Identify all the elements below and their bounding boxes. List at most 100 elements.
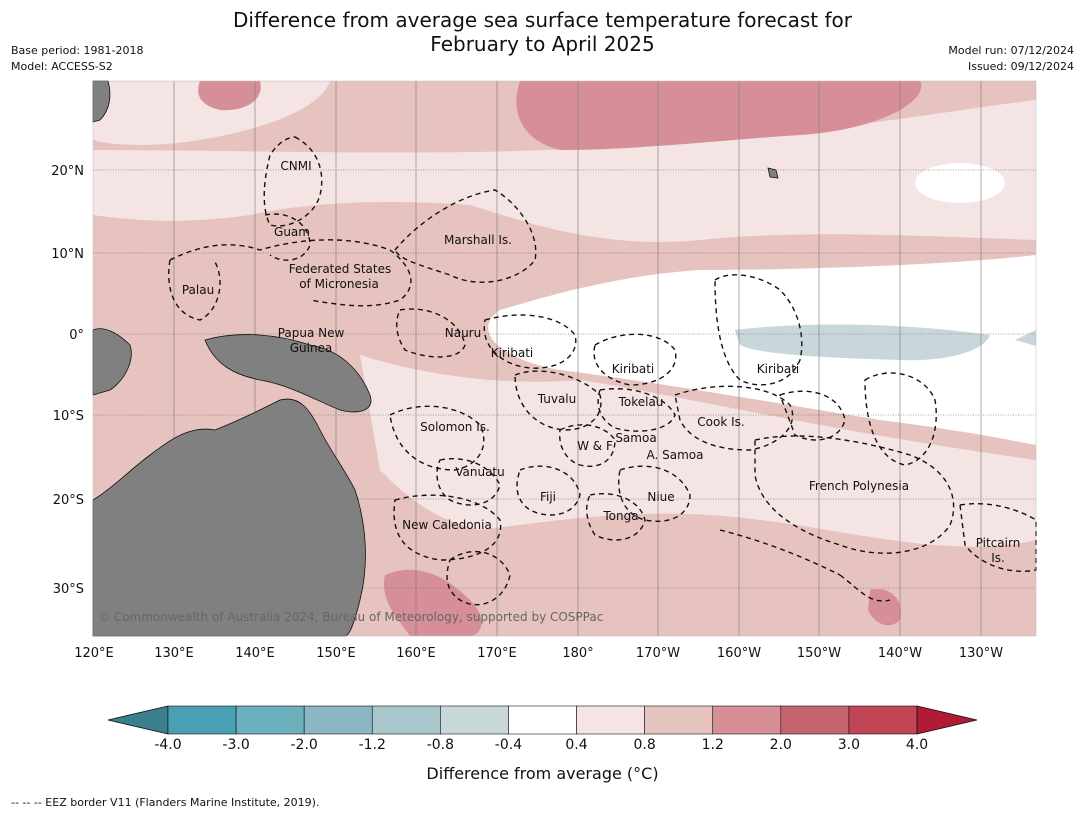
label-pitcairn-line2: Is. bbox=[991, 551, 1005, 565]
colorbar-tick-label: 0.8 bbox=[633, 737, 656, 753]
colorbar-tick-label: -2.0 bbox=[290, 737, 318, 753]
model-run: Model run: 07/12/2024 bbox=[948, 44, 1074, 57]
philippines-land bbox=[92, 80, 111, 123]
colorbar-tick-label: -1.2 bbox=[358, 737, 386, 753]
label-cnmi: CNMI bbox=[280, 159, 311, 173]
colorbar-tick-label: 1.2 bbox=[701, 737, 724, 753]
lat-tick-0: 0° bbox=[69, 328, 84, 343]
label-png-line1: Papua New bbox=[278, 326, 345, 340]
copyright-notice: © Commonwealth of Australia 2024, Bureau… bbox=[98, 610, 603, 624]
colorbar-segment bbox=[303, 705, 373, 735]
colorbar bbox=[107, 705, 978, 735]
lon-tick-120e: 120°E bbox=[74, 646, 114, 661]
label-tuvalu: Tuvalu bbox=[537, 392, 577, 406]
lat-ticks: 20°N 10°N 0° 10°S 20°S 30°S bbox=[51, 164, 84, 597]
label-nauru: Nauru bbox=[445, 326, 481, 340]
lon-tick-170e: 170°E bbox=[477, 646, 517, 661]
model-name: Model: ACCESS-S2 bbox=[11, 60, 113, 73]
label-fsm-line2: of Micronesia bbox=[299, 277, 379, 291]
lat-gridlines bbox=[93, 169, 1036, 589]
colorbar-segment bbox=[508, 705, 577, 735]
anomaly-warm-north bbox=[516, 81, 922, 150]
label-pitcairn-line1: Pitcairn bbox=[976, 536, 1021, 550]
label-french-polynesia: French Polynesia bbox=[809, 479, 909, 493]
colorbar-segment bbox=[848, 705, 918, 735]
lon-tick-160w: 160°W bbox=[717, 646, 761, 661]
lat-tick-20s: 20°S bbox=[53, 493, 84, 508]
colorbar-tick-label: 3.0 bbox=[837, 737, 861, 753]
lon-tick-150w: 150°W bbox=[797, 646, 841, 661]
colorbar-label: Difference from average (°C) bbox=[426, 764, 659, 783]
label-american-samoa: A. Samoa bbox=[647, 448, 704, 462]
lon-tick-140e: 140°E bbox=[235, 646, 275, 661]
lat-tick-30s: 30°S bbox=[53, 582, 84, 597]
borneo-sulawesi-land bbox=[92, 328, 132, 396]
colorbar-segment bbox=[576, 705, 645, 735]
title-line-1: Difference from average sea surface temp… bbox=[232, 8, 852, 32]
label-marshall: Marshall Is. bbox=[444, 233, 512, 247]
anomaly-light-nw bbox=[93, 81, 330, 145]
colorbar-segment bbox=[780, 705, 850, 735]
anomaly-cool-patch bbox=[735, 324, 990, 361]
colorbar-segment bbox=[167, 705, 237, 735]
lon-tick-130w: 130°W bbox=[959, 646, 1003, 661]
colorbar-tick-label: 2.0 bbox=[769, 737, 792, 753]
new-guinea-land bbox=[204, 334, 372, 413]
label-tonga: Tonga bbox=[602, 509, 638, 523]
lon-tick-160e: 160°E bbox=[396, 646, 436, 661]
label-kiribati-west: Kiribati bbox=[491, 346, 533, 360]
colorbar-segment bbox=[235, 705, 305, 735]
base-period: Base period: 1981-2018 bbox=[11, 44, 144, 57]
colorbar-tick-label: -0.4 bbox=[494, 737, 523, 753]
anomaly-warm-nw bbox=[198, 81, 261, 111]
label-png-line2: Guinea bbox=[290, 341, 333, 355]
lon-tick-130e: 130°E bbox=[154, 646, 194, 661]
meta-left: Base period: 1981-2018 Model: ACCESS-S2 bbox=[11, 43, 143, 75]
label-solomon: Solomon Is. bbox=[420, 420, 490, 434]
anomaly-light-north bbox=[93, 100, 1036, 242]
label-cook: Cook Is. bbox=[697, 415, 744, 429]
colorbar-extend-low bbox=[107, 705, 169, 735]
colorbar-segment bbox=[712, 705, 782, 735]
lon-tick-180: 180° bbox=[562, 646, 593, 661]
label-fiji: Fiji bbox=[540, 490, 556, 504]
eez-footer-note: -- -- -- EEZ border V11 (Flanders Marine… bbox=[11, 796, 320, 809]
anomaly-neutral-ne bbox=[915, 163, 1005, 203]
colorbar-tick-label: -4.0 bbox=[154, 737, 182, 753]
title-line-2: February to April 2025 bbox=[430, 32, 655, 56]
label-samoa: Samoa bbox=[615, 431, 656, 445]
label-new-caledonia: New Caledonia bbox=[402, 518, 492, 532]
lon-tick-170w: 170°W bbox=[636, 646, 680, 661]
label-guam: Guam bbox=[274, 225, 310, 239]
label-wallis-futuna: W & F bbox=[577, 439, 613, 453]
label-kiribati-east: Kiribati bbox=[757, 362, 799, 376]
colorbar-segment bbox=[371, 705, 441, 735]
lon-tick-140w: 140°W bbox=[878, 646, 922, 661]
australia-land bbox=[92, 398, 366, 637]
country-labels: CNMI Guam Marshall Is. Federated States … bbox=[182, 159, 1020, 565]
colorbar-segment bbox=[644, 705, 714, 735]
label-kiribati-central: Kiribati bbox=[612, 362, 654, 376]
colorbar-segment bbox=[440, 705, 509, 735]
label-tokelau: Tokelau bbox=[618, 395, 664, 409]
hawaii-land bbox=[767, 167, 779, 179]
label-niue: Niue bbox=[647, 490, 674, 504]
lat-tick-10s: 10°S bbox=[53, 409, 84, 424]
colorbar-tick-label: 0.4 bbox=[565, 737, 588, 753]
label-palau: Palau bbox=[182, 283, 214, 297]
colorbar-tick-label: -0.8 bbox=[426, 737, 455, 753]
label-fsm-line1: Federated States bbox=[289, 262, 391, 276]
colorbar-extend-high bbox=[916, 705, 978, 735]
lat-tick-10n: 10°N bbox=[51, 247, 84, 262]
map-title: Difference from average sea surface temp… bbox=[0, 8, 1085, 56]
colorbar-tick-label: -3.0 bbox=[222, 737, 250, 753]
map-frame bbox=[92, 80, 1037, 637]
lon-tick-150e: 150°E bbox=[316, 646, 356, 661]
lat-tick-20n: 20°N bbox=[51, 164, 84, 179]
anomaly-warm-se bbox=[868, 589, 901, 626]
eez-borders bbox=[168, 136, 1037, 606]
colorbar-tick-label: 4.0 bbox=[905, 737, 929, 753]
anomaly-warm-south bbox=[384, 569, 482, 636]
issued-date: Issued: 09/12/2024 bbox=[967, 60, 1074, 73]
